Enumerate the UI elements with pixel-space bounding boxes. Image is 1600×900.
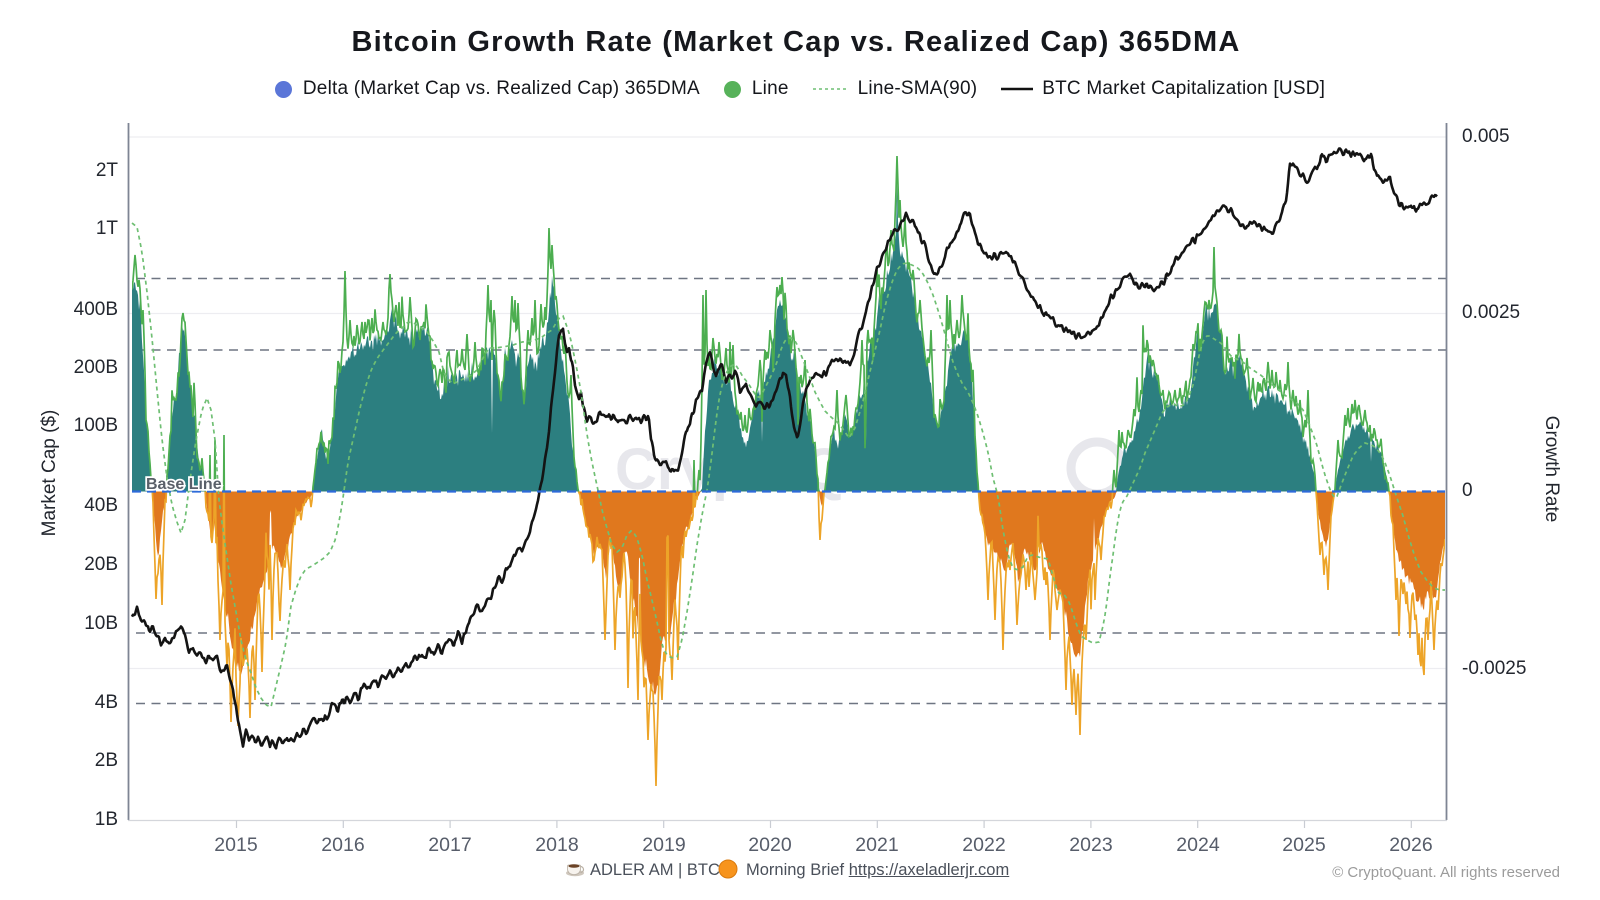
svg-text:Base Line: Base Line [146,476,222,493]
